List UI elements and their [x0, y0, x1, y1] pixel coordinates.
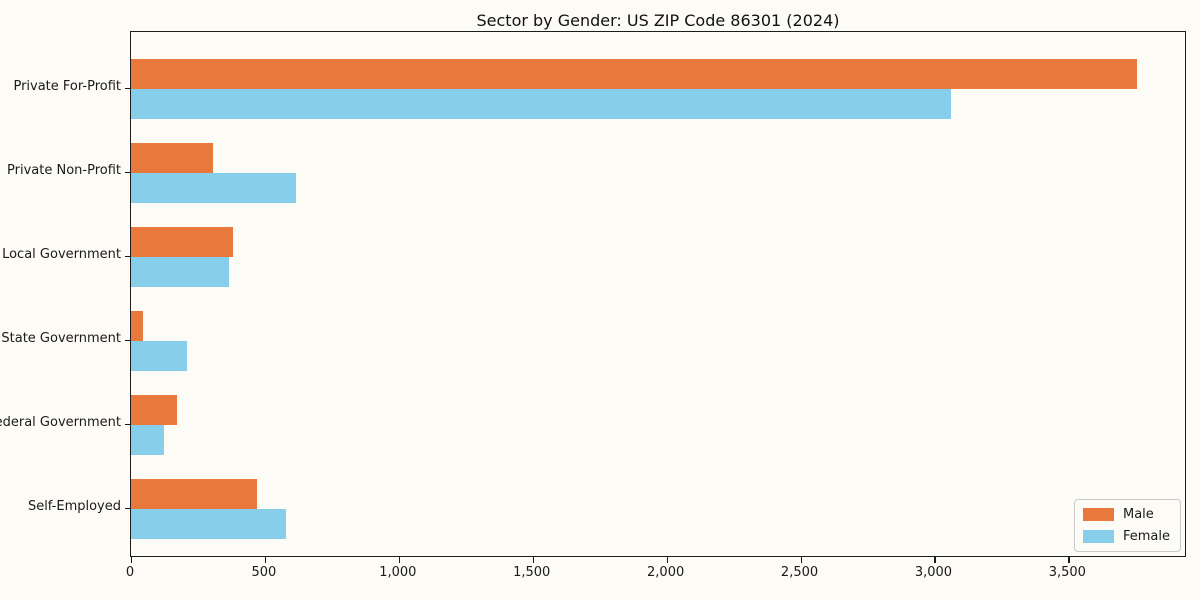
xtick-label: 3,000	[914, 565, 953, 580]
legend-label-female: Female	[1122, 529, 1170, 544]
bar-female-0	[131, 89, 951, 119]
xtick-label: 1,000	[379, 565, 417, 580]
legend-entry-male: Male	[1082, 507, 1170, 522]
ytick-mark	[125, 508, 131, 510]
bar-female-3	[131, 341, 188, 371]
bar-male-1	[131, 143, 213, 173]
ytick-mark	[125, 424, 131, 426]
ytick-label: State Government	[1, 331, 121, 346]
bar-female-4	[131, 425, 165, 455]
xtick-mark	[800, 556, 802, 563]
bar-male-5	[131, 479, 257, 509]
xtick-mark	[666, 556, 669, 563]
ytick-mark	[125, 256, 131, 258]
legend-entry-female: Female	[1082, 529, 1170, 544]
bar-female-1	[131, 173, 296, 203]
bar-male-3	[131, 311, 144, 341]
bar-male-0	[131, 59, 1137, 89]
xtick-mark	[532, 556, 535, 563]
ytick-mark	[125, 340, 131, 342]
ytick-label: Local Government	[2, 247, 121, 262]
ytick-label: Self-Employed	[27, 499, 121, 514]
xtick-label: 2,000	[647, 565, 685, 580]
legend-label-male: Male	[1122, 507, 1154, 522]
bar-male-2	[131, 227, 233, 257]
ytick-label: Private Non-Profit	[7, 163, 121, 178]
xtick-mark	[398, 556, 401, 563]
legend-swatch-male-icon	[1082, 508, 1114, 521]
ytick-mark	[125, 88, 131, 90]
xtick-label: 0	[125, 565, 135, 580]
xtick-mark	[1068, 556, 1070, 563]
legend: Male Female	[1073, 499, 1181, 552]
legend-swatch-female-icon	[1082, 530, 1114, 543]
xtick-label: 3,500	[1048, 565, 1086, 580]
ytick-mark	[125, 172, 131, 174]
bar-female-2	[131, 257, 229, 287]
bar-male-4	[131, 395, 177, 425]
xtick-mark	[934, 556, 936, 563]
plot-area: Male Female	[125, 31, 1186, 563]
ytick-label: Federal Government	[0, 415, 121, 430]
bar-female-5	[131, 509, 287, 539]
ytick-label: Private For-Profit	[13, 79, 121, 94]
xtick-label: 500	[251, 565, 277, 580]
xtick-mark	[264, 556, 267, 563]
chart-title: Sector by Gender: US ZIP Code 86301 (202…	[476, 11, 840, 30]
xtick-label: 1,500	[513, 565, 551, 580]
xtick-label: 2,500	[780, 565, 819, 580]
xtick-mark	[131, 556, 133, 563]
